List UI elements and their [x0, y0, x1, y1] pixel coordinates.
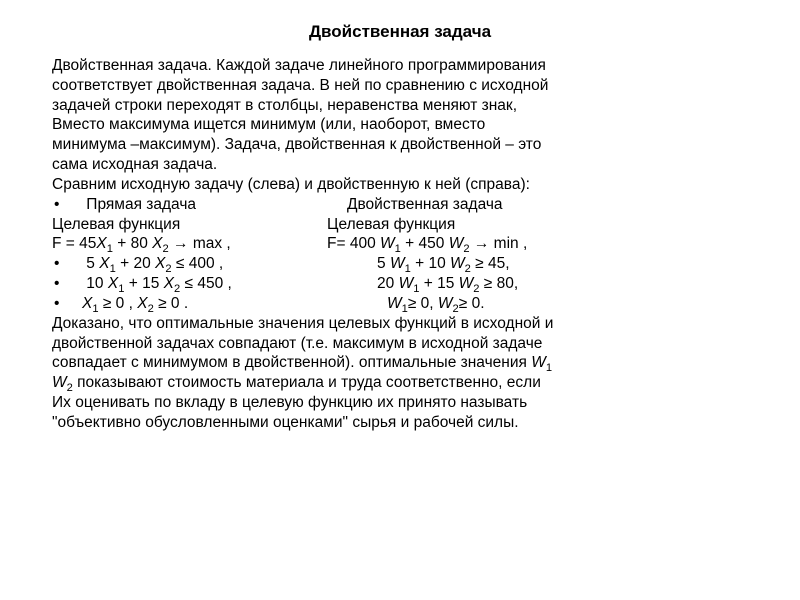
- outro-line: W2 показывают стоимость материала и труд…: [52, 373, 748, 393]
- dual-header: Двойственная задача: [347, 195, 748, 215]
- intro-line: соответствует двойственная задача. В ней…: [52, 76, 748, 96]
- primal-subheader: Целевая функция: [52, 215, 347, 235]
- primal-c3: X1 ≥ 0 , X2 ≥ 0 .: [52, 294, 347, 314]
- dual-subheader: Целевая функция: [327, 216, 455, 233]
- primal-header: Прямая задача: [52, 195, 347, 215]
- body: Двойственная задача. Каждой задаче линей…: [52, 56, 748, 433]
- primal-objective: F = 45X1 + 80 X2 → max ,: [52, 234, 347, 254]
- outro-line: "объективно обусловленными оценками" сыр…: [52, 413, 748, 433]
- primal-c1: 5 X1 + 20 X2 ≤ 400 ,: [52, 254, 347, 274]
- intro-line: сама исходная задача.: [52, 155, 748, 175]
- document-page: Двойственная задача Двойственная задача.…: [0, 0, 800, 463]
- intro-line: Вместо максимума ищется минимум (или, на…: [52, 115, 748, 135]
- constraint-row: 5 X1 + 20 X2 ≤ 400 , 5 W1 + 10 W2 ≥ 45,: [52, 254, 748, 274]
- intro-line: минимума –максимум). Задача, двойственна…: [52, 135, 748, 155]
- intro-line: Двойственная задача. Каждой задаче линей…: [52, 56, 748, 76]
- dual-objective: F= 400 W1 + 450 W2 → min ,: [347, 234, 748, 254]
- subheaders: Целевая функция Целевая функция: [52, 215, 748, 235]
- dual-c1: 5 W1 + 10 W2 ≥ 45,: [347, 254, 748, 274]
- outro-line: совпадает с минимумом в двойственной). о…: [52, 353, 748, 373]
- objective-row: F = 45X1 + 80 X2 → max , F= 400 W1 + 450…: [52, 234, 748, 254]
- constraint-row: X1 ≥ 0 , X2 ≥ 0 . W1≥ 0, W2≥ 0.: [52, 294, 748, 314]
- constraint-row: 10 X1 + 15 X2 ≤ 450 , 20 W1 + 15 W2 ≥ 80…: [52, 274, 748, 294]
- intro-line: задачей строки переходят в столбцы, нера…: [52, 96, 748, 116]
- page-title: Двойственная задача: [52, 22, 748, 42]
- outro-line: Их оценивать по вкладу в целевую функцию…: [52, 393, 748, 413]
- outro-line: двойственной задачах совпадают (т.е. мак…: [52, 334, 748, 354]
- primal-c2: 10 X1 + 15 X2 ≤ 450 ,: [52, 274, 347, 294]
- dual-c3: W1≥ 0, W2≥ 0.: [347, 294, 748, 314]
- dual-c2: 20 W1 + 15 W2 ≥ 80,: [347, 274, 748, 294]
- intro-line: Сравним исходную задачу (слева) и двойст…: [52, 175, 748, 195]
- outro-line: Доказано, что оптимальные значения целев…: [52, 314, 748, 334]
- problem-headers: Прямая задача Двойственная задача: [52, 195, 748, 215]
